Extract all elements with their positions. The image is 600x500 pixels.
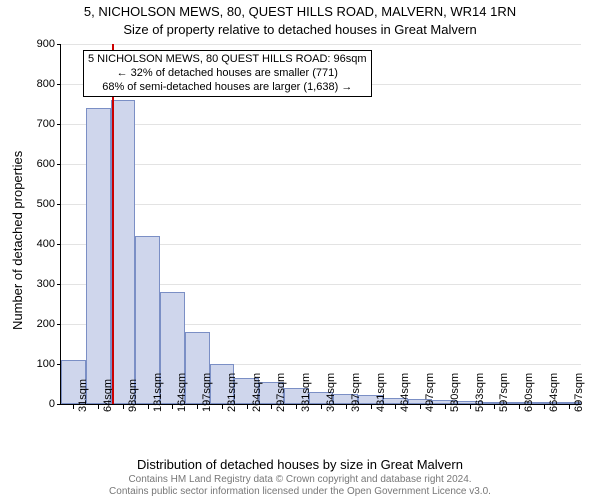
chart-footer: Contains HM Land Registry data © Crown c… — [0, 474, 600, 498]
histogram-bar — [111, 100, 136, 404]
y-tick-label: 600 — [21, 158, 55, 170]
y-tick-label: 100 — [21, 358, 55, 370]
y-tick-mark — [57, 124, 61, 125]
x-tick-mark — [544, 404, 545, 409]
x-tick-mark — [395, 404, 396, 409]
x-tick-label: 664sqm — [548, 373, 560, 412]
y-tick-label: 200 — [21, 318, 55, 330]
x-axis-label: Distribution of detached houses by size … — [0, 457, 600, 472]
x-tick-mark — [420, 404, 421, 409]
annotation-box: 5 NICHOLSON MEWS, 80 QUEST HILLS ROAD: 9… — [83, 50, 372, 97]
footer-line-1: Contains HM Land Registry data © Crown c… — [0, 474, 600, 486]
chart-title: 5, NICHOLSON MEWS, 80, QUEST HILLS ROAD,… — [0, 4, 600, 19]
x-tick-label: 530sqm — [449, 373, 461, 412]
y-tick-label: 900 — [21, 38, 55, 50]
x-tick-mark — [321, 404, 322, 409]
x-tick-label: 563sqm — [474, 373, 486, 412]
y-tick-label: 800 — [21, 78, 55, 90]
y-tick-mark — [57, 244, 61, 245]
y-tick-mark — [57, 404, 61, 405]
x-tick-mark — [172, 404, 173, 409]
y-tick-mark — [57, 84, 61, 85]
gridline — [61, 204, 581, 205]
x-tick-label: 231sqm — [226, 373, 238, 412]
x-tick-mark — [445, 404, 446, 409]
x-tick-mark — [296, 404, 297, 409]
x-tick-label: 98sqm — [127, 379, 139, 412]
x-tick-label: 164sqm — [176, 373, 188, 412]
x-tick-label: 397sqm — [350, 373, 362, 412]
x-tick-mark — [73, 404, 74, 409]
x-tick-label: 497sqm — [424, 373, 436, 412]
x-tick-label: 464sqm — [399, 373, 411, 412]
y-tick-mark — [57, 164, 61, 165]
gridline — [61, 44, 581, 45]
x-tick-mark — [222, 404, 223, 409]
x-tick-label: 364sqm — [325, 373, 337, 412]
x-tick-label: 297sqm — [275, 373, 287, 412]
plot-area: 010020030040050060070080090031sqm64sqm98… — [60, 44, 581, 405]
marker-line — [112, 44, 114, 404]
x-tick-mark — [371, 404, 372, 409]
y-tick-mark — [57, 284, 61, 285]
x-tick-mark — [346, 404, 347, 409]
x-tick-mark — [247, 404, 248, 409]
gridline — [61, 164, 581, 165]
x-tick-label: 31sqm — [77, 379, 89, 412]
y-tick-mark — [57, 204, 61, 205]
y-tick-label: 500 — [21, 198, 55, 210]
x-tick-label: 331sqm — [300, 373, 312, 412]
x-tick-mark — [98, 404, 99, 409]
y-tick-label: 300 — [21, 278, 55, 290]
x-tick-mark — [470, 404, 471, 409]
x-tick-label: 597sqm — [498, 373, 510, 412]
annotation-line-2: ← 32% of detached houses are smaller (77… — [88, 67, 367, 81]
annotation-line-3: 68% of semi-detached houses are larger (… — [88, 81, 367, 95]
x-tick-label: 630sqm — [523, 373, 535, 412]
x-tick-label: 431sqm — [375, 373, 387, 412]
chart-subtitle: Size of property relative to detached ho… — [0, 22, 600, 37]
x-tick-mark — [197, 404, 198, 409]
x-tick-label: 131sqm — [152, 373, 164, 412]
x-tick-label: 197sqm — [201, 373, 213, 412]
x-tick-mark — [569, 404, 570, 409]
y-tick-label: 400 — [21, 238, 55, 250]
y-tick-mark — [57, 324, 61, 325]
footer-line-3: Contains public sector information licen… — [0, 486, 600, 498]
y-tick-label: 0 — [21, 398, 55, 410]
y-tick-mark — [57, 44, 61, 45]
x-tick-mark — [271, 404, 272, 409]
histogram-chart: 5, NICHOLSON MEWS, 80, QUEST HILLS ROAD,… — [0, 0, 600, 500]
x-tick-mark — [519, 404, 520, 409]
y-tick-label: 700 — [21, 118, 55, 130]
x-tick-label: 697sqm — [573, 373, 585, 412]
x-tick-mark — [148, 404, 149, 409]
x-tick-label: 264sqm — [251, 373, 263, 412]
x-tick-mark — [123, 404, 124, 409]
annotation-line-1: 5 NICHOLSON MEWS, 80 QUEST HILLS ROAD: 9… — [88, 53, 367, 67]
gridline — [61, 124, 581, 125]
x-tick-mark — [494, 404, 495, 409]
histogram-bar — [86, 108, 111, 404]
